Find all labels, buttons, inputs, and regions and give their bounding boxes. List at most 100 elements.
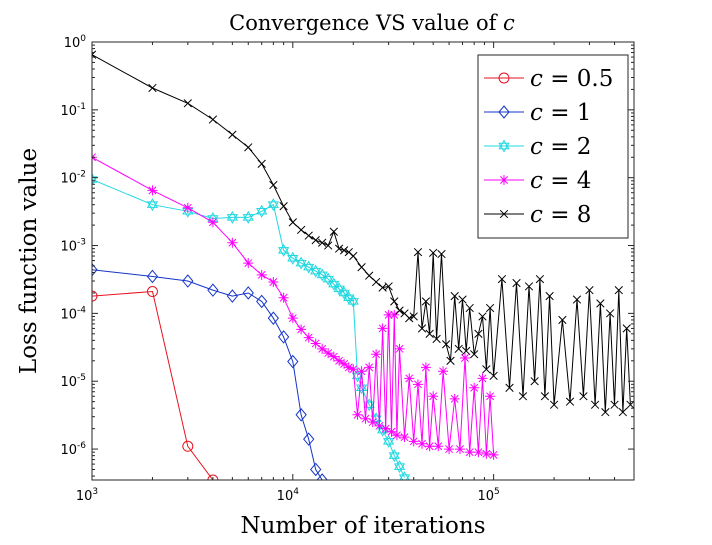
data-point	[360, 413, 371, 424]
data-point	[489, 371, 498, 381]
data-point	[446, 356, 455, 365]
data-point	[441, 340, 451, 349]
hexagram-part	[295, 256, 307, 267]
y-tick-base: 10	[64, 36, 81, 51]
data-point	[329, 227, 338, 236]
hexagram-part	[383, 434, 395, 445]
data-point	[384, 282, 393, 291]
x-tick-label: 105	[477, 487, 499, 504]
data-point	[413, 247, 423, 257]
data-point	[364, 362, 375, 373]
data-point	[304, 231, 313, 240]
data-point	[347, 294, 359, 308]
y-tick-base: 10	[60, 172, 77, 187]
data-point	[473, 447, 484, 458]
hexagram-part	[347, 294, 359, 305]
data-point	[146, 286, 158, 298]
data-point	[277, 243, 290, 257]
data-point	[477, 373, 488, 384]
legend-var: c	[530, 134, 543, 160]
hexagram-part	[267, 198, 279, 208]
data-point	[618, 408, 628, 417]
series-line	[92, 179, 405, 478]
legend-value: = 0.5	[543, 66, 613, 92]
data-point	[256, 204, 268, 218]
hexagram-part	[287, 251, 299, 262]
hexagram-part	[226, 214, 238, 224]
data-point	[481, 448, 492, 459]
data-point	[572, 295, 582, 304]
data-point	[524, 282, 534, 291]
data-point	[92, 262, 98, 277]
data-point	[208, 115, 218, 124]
y-tick-exponent: 0	[80, 34, 86, 44]
hexagram-part	[338, 289, 350, 300]
data-point	[540, 392, 550, 401]
hexagram-part	[303, 260, 315, 271]
hexagram-part	[226, 210, 238, 221]
legend-marker	[498, 139, 510, 153]
data-point	[417, 438, 428, 449]
data-point	[398, 471, 411, 480]
data-point	[207, 474, 219, 480]
data-point	[356, 366, 367, 377]
data-point	[462, 346, 471, 356]
data-point	[244, 143, 253, 152]
data-point	[278, 292, 289, 303]
chart-title: Convergence VS value of c	[229, 11, 515, 35]
data-point	[182, 274, 194, 288]
legend-value: = 2	[543, 134, 592, 160]
hexagram-part	[267, 201, 279, 212]
data-point	[339, 246, 349, 255]
legend-value: = 4	[543, 168, 592, 194]
data-point	[465, 303, 474, 313]
data-point	[444, 444, 455, 455]
data-point	[383, 434, 395, 448]
hexagram-part	[322, 275, 334, 286]
y-tick-exponent: -2	[77, 170, 86, 180]
legend-item: c = 2	[484, 134, 591, 160]
hexagram-part	[333, 282, 345, 293]
legend-label: c = 4	[530, 168, 591, 194]
data-point	[590, 400, 600, 409]
legend-marker	[499, 175, 509, 185]
data-point	[512, 278, 521, 288]
hexagram-part	[242, 210, 254, 221]
series-line	[92, 290, 214, 480]
y-axis-label: Loss function value	[16, 148, 42, 374]
data-point	[497, 274, 507, 284]
y-tick-exponent: -5	[77, 373, 86, 383]
hexagram-part	[347, 298, 359, 308]
data-point	[605, 309, 615, 318]
x-tick-base: 10	[477, 489, 494, 504]
hexagram-part	[256, 208, 268, 218]
data-point	[365, 271, 374, 280]
hexagram-part	[328, 277, 340, 288]
hexagram-part	[355, 381, 368, 392]
data-point	[545, 291, 554, 301]
data-point	[277, 330, 290, 344]
hexagram-part	[328, 280, 340, 291]
data-point	[408, 436, 419, 447]
data-point	[328, 351, 339, 362]
data-point	[432, 334, 441, 344]
data-point	[399, 432, 410, 443]
data-point	[183, 99, 192, 108]
data-point	[485, 391, 496, 402]
data-point	[565, 397, 575, 406]
data-point	[549, 400, 559, 409]
data-point	[455, 444, 465, 455]
series-0-5	[92, 286, 219, 480]
data-point	[610, 400, 619, 409]
data-point	[383, 309, 394, 320]
data-point	[409, 312, 418, 321]
data-point	[530, 377, 539, 386]
data-point	[390, 297, 399, 306]
data-point	[450, 291, 459, 301]
y-tick-exponent: -6	[77, 441, 86, 451]
y-tick-label: 10-6	[60, 441, 86, 458]
legend-var: c	[530, 202, 543, 228]
data-point	[287, 313, 298, 324]
data-point	[388, 449, 400, 463]
x-axis: 103 104 105	[76, 42, 635, 504]
